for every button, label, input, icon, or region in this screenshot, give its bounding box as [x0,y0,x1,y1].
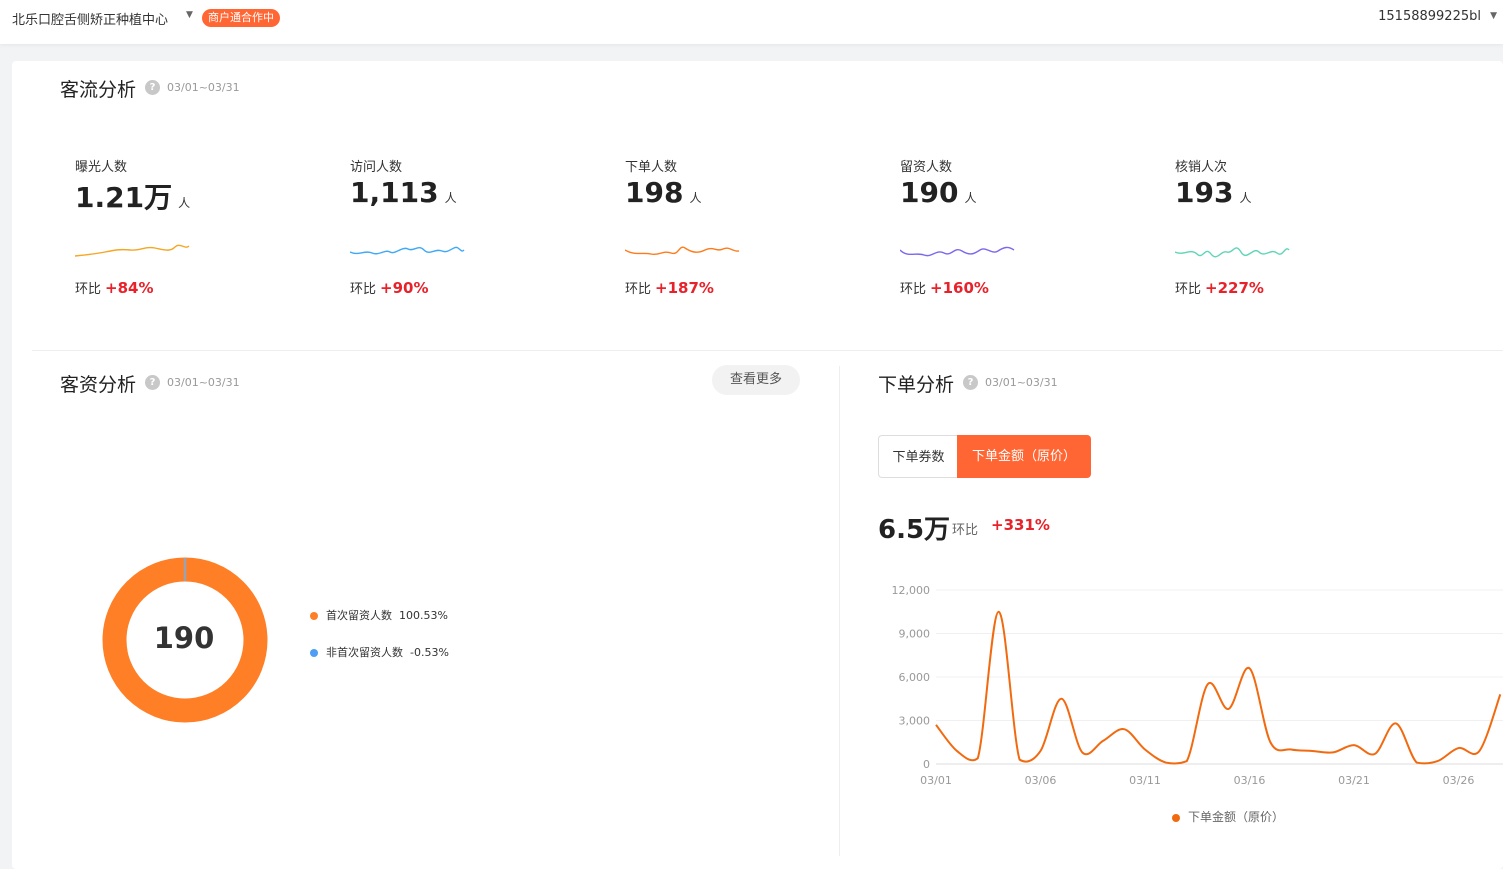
column-divider [839,366,840,856]
leads-section-title: 客资分析 [60,374,137,396]
orders-help-icon[interactable]: ? [963,375,978,390]
x-tick-label: 03/11 [1129,774,1161,787]
x-tick-label: 03/21 [1338,774,1370,787]
metric-value: 193 人 [1175,176,1252,209]
metric-exposure: 曝光人数 1.21万人 环比 +84% [75,156,275,306]
account-name[interactable]: 15158899225bl [1378,9,1481,24]
x-tick-label: 03/26 [1443,774,1475,787]
x-tick-label: 03/06 [1025,774,1057,787]
tab-order-amount[interactable]: 下单金额（原价） [957,435,1091,478]
metric-compare: 环比 +84% [75,279,154,297]
leads-help-icon[interactable]: ? [145,375,160,390]
metric-value: 1,113 人 [350,176,457,209]
y-tick-label: 6,000 [899,671,931,684]
store-name[interactable]: 北乐口腔舌侧矫正种植中心 [12,13,169,28]
traffic-date-range: 03/01~03/31 [167,81,240,94]
section-divider [32,350,1503,351]
top-bar: 北乐口腔舌侧矫正种植中心 ▼ 商户通合作中 15158899225bl ▼ [0,0,1503,44]
y-tick-label: 3,000 [899,715,931,728]
orders-sparkline [625,246,740,256]
leads-date-range: 03/01~03/31 [167,376,240,389]
metric-label: 核销人次 [1175,160,1228,175]
y-tick-label: 9,000 [899,628,931,641]
dashboard-card: 客流分析 ? 03/01~03/31 曝光人数 1.21万人 环比 +84% 访问… [12,61,1503,869]
order-compare-value: +331% [991,516,1050,534]
y-tick-label: 12,000 [892,584,931,597]
exposure-sparkline [75,244,190,257]
legend-item-first-leads[interactable]: 首次留资人数 100.53% [310,607,448,623]
traffic-section-title: 客流分析 [60,79,137,101]
leads-sparkline [900,246,1015,257]
verifications-sparkline [1175,247,1290,258]
metric-label: 曝光人数 [75,160,128,175]
legend-item-repeat-leads[interactable]: 非首次留资人数 -0.53% [310,644,449,660]
chart-legend[interactable]: 下单金额（原价） [1172,808,1284,825]
order-amount-line-chart: 12,000 9,000 6,000 3,000 0 03/01 03/06 03/11 03/… [892,584,1503,787]
metric-orders: 下单人数 198 人 环比 +187% [625,156,825,306]
orders-section-title: 下单分析 [878,374,955,396]
metric-verifications: 核销人次 193 人 环比 +227% [1175,156,1375,306]
legend-dot [1172,813,1180,822]
metric-leads: 留资人数 190 人 环比 +160% [900,156,1100,306]
donut-center-value: 190 [153,621,215,655]
metric-label: 留资人数 [900,160,953,175]
x-tick-label: 03/16 [1234,774,1266,787]
metric-value: 1.21万人 [75,181,191,214]
order-compare-label: 环比 [952,523,979,538]
visitors-sparkline [350,246,465,255]
metric-compare: 环比 +227% [1175,279,1264,297]
metric-compare: 环比 +160% [900,279,989,297]
x-tick-label: 03/01 [920,774,952,787]
store-dropdown-icon[interactable]: ▼ [186,10,193,20]
metric-label: 访问人数 [350,160,403,175]
partner-status-badge: 商户通合作中 [202,9,280,27]
metric-visitors: 访问人数 1,113 人 环比 +90% [350,156,550,306]
y-tick-label: 0 [923,758,930,771]
series-line [935,610,1502,765]
metric-compare: 环比 +187% [625,279,714,297]
leads-donut-chart [102,557,268,723]
metric-compare: 环比 +90% [350,279,429,297]
view-more-button[interactable]: 查看更多 [712,365,800,395]
traffic-help-icon[interactable]: ? [145,80,160,95]
orders-date-range: 03/01~03/31 [985,376,1058,389]
legend-dot [310,612,318,620]
metric-value: 190 人 [900,176,977,209]
legend-dot [310,649,318,657]
order-total-value: 6.5万 [878,515,951,545]
metric-label: 下单人数 [625,160,678,175]
metric-value: 198 人 [625,176,702,209]
tab-order-coupons[interactable]: 下单券数 [878,435,958,478]
account-dropdown-icon[interactable]: ▼ [1490,11,1497,21]
